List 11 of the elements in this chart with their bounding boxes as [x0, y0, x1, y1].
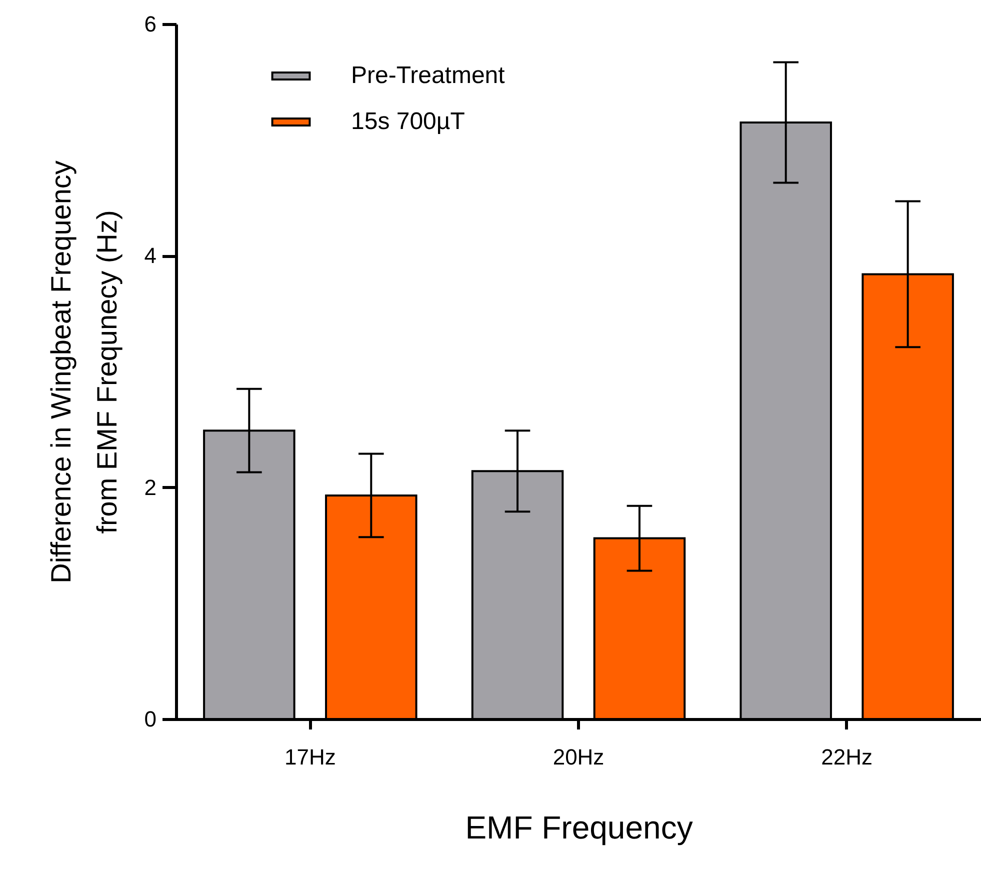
x-tick-label: 17Hz [284, 744, 336, 770]
x-tick-label: 22Hz [821, 744, 873, 770]
y-tick-label: 4 [144, 243, 156, 268]
y-tick-label: 0 [144, 706, 156, 732]
y-axis-title: Difference in Wingbeat Frequency from EMF Frequnecy (Hz) [45, 160, 122, 584]
x-axis-title: EMF Frequency [465, 810, 693, 846]
legend-label: 15s 700µT [351, 108, 466, 135]
y-tick-label: 2 [144, 474, 156, 500]
y-tick-label: 6 [144, 12, 156, 36]
legend-label: Pre-Treatment [351, 62, 506, 89]
x-tick-label: 20Hz [552, 744, 604, 770]
